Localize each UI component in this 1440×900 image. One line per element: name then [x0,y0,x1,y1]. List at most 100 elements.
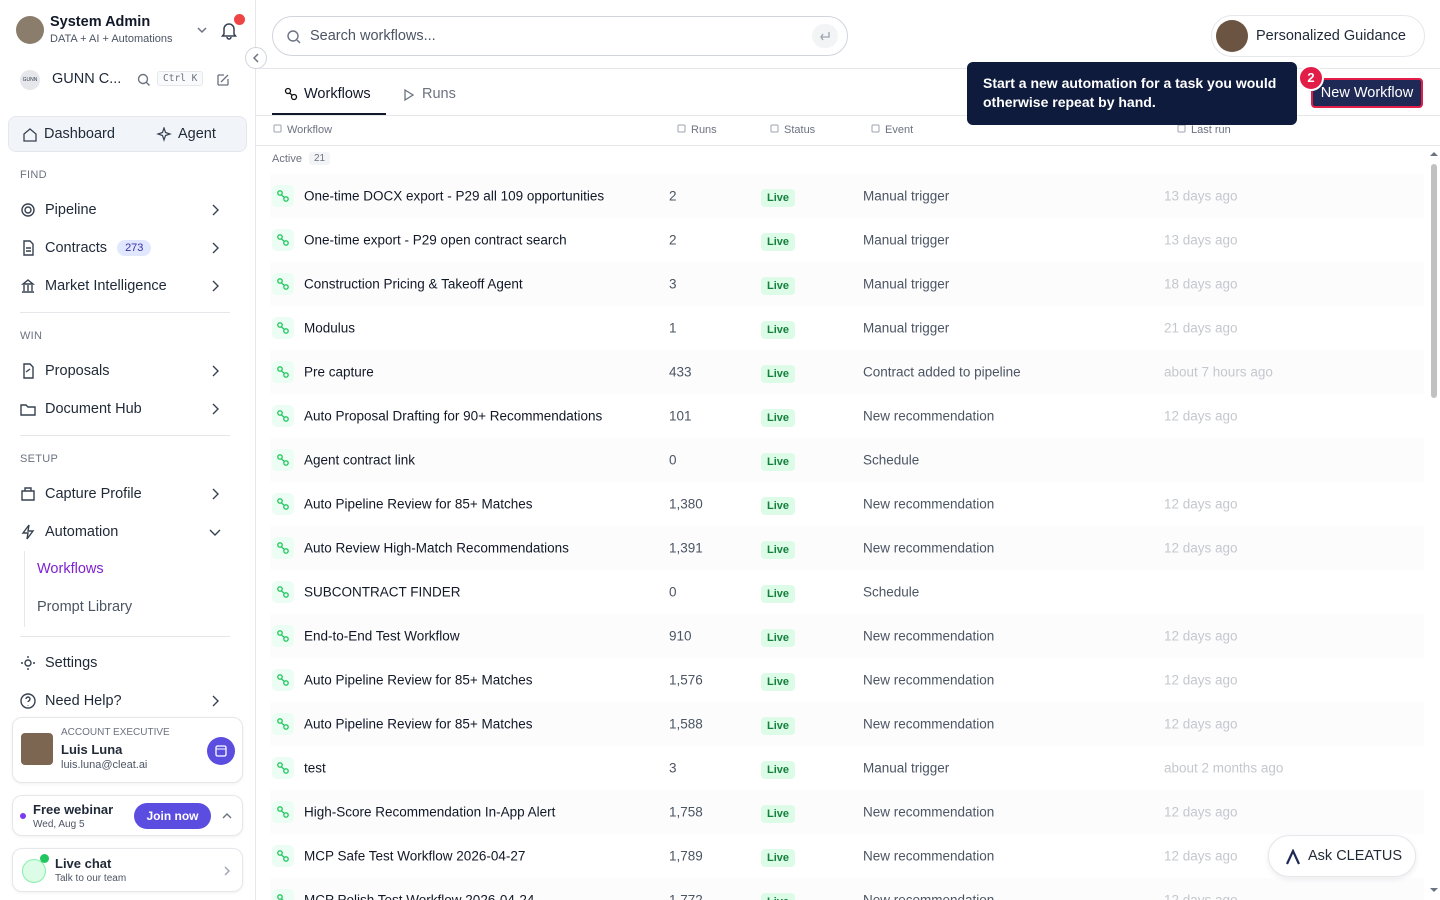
nav-item[interactable]: Automation [20,515,242,549]
nav-item[interactable]: Capture Profile [20,477,242,511]
column-header[interactable]: Workflow [272,123,332,137]
workflow-icon [272,757,294,779]
group-count: 21 [309,152,331,165]
workflow-name: One-time export - P29 open contract sear… [304,232,567,248]
workflow-row[interactable]: One-time export - P29 open contract sear… [270,218,1424,262]
dashboard-tab[interactable]: Dashboard [44,126,115,142]
nav-item[interactable]: Proposals [20,354,242,388]
header-row-divider [256,145,1440,146]
run-count: 3 [669,760,677,776]
compose[interactable] [215,72,231,88]
notifications[interactable] [220,20,238,40]
workflow-row[interactable]: High-Score Recommendation In-App Alert 1,… [270,790,1424,834]
event: New recommendation [863,540,995,556]
workflow-row[interactable]: Pre capture 433 Live Contract added to pipe… [270,350,1424,394]
event: New recommendation [863,496,995,512]
last-run: 13 days ago [1164,232,1238,248]
status-badge: Live [761,541,796,559]
workflow-row[interactable]: Auto Pipeline Review for 85+ Matches 1,58… [270,702,1424,746]
nav-item[interactable]: Market Intelligence [20,269,242,303]
workflow-name: One-time DOCX export - P29 all 109 oppor… [304,188,605,204]
workflow-row[interactable]: Modulus 1 Live Manual trigger 21 days ago [270,306,1424,350]
column-header[interactable]: Last run [1176,123,1231,137]
last-run: 12 days ago [1164,496,1238,512]
workflow-name: MCP Safe Test Workflow 2026-04-27 [304,848,526,864]
scroll-thumb[interactable] [1431,164,1437,398]
join-button[interactable]: Join now [134,803,211,829]
workflow-row[interactable]: One-time DOCX export - P29 all 109 oppor… [270,174,1424,218]
event: New recommendation [863,628,995,644]
workflow-row[interactable]: Auto Review High-Match Recommendations 1,… [270,526,1424,570]
event: New recommendation [863,408,995,424]
workflow-name: Auto Pipeline Review for 85+ Matches [304,496,533,512]
chat-card[interactable]: Live chat Talk to our team [12,848,243,892]
run-count: 2 [669,188,677,204]
search-box[interactable]: Search workflows... [272,16,848,56]
new-workflow-button[interactable]: New Workflow [1311,78,1423,108]
status-badge: Live [761,849,796,867]
workflow-icon [272,273,294,295]
workflow-row[interactable]: End-to-End Test Workflow 910 Live New recom… [270,614,1424,658]
event: Schedule [863,584,920,600]
nav-icon [20,240,45,256]
status-badge: Live [761,233,796,251]
nav-item[interactable]: Pipeline [20,193,242,227]
event: Schedule [863,452,920,468]
collapse-webinar[interactable] [221,810,233,822]
status-badge: Live [761,277,796,295]
nav-label: Contracts [45,240,108,256]
run-count: 1,576 [669,672,703,688]
status-badge: Live [761,673,796,691]
last-run: about 2 months ago [1164,760,1284,776]
main: Search workflows... Personalized Guidanc… [256,0,1440,900]
schedule-button[interactable] [207,737,235,765]
workflow-row[interactable]: Auto Pipeline Review for 85+ Matches 1,57… [270,658,1424,702]
event: New recommendation [863,672,995,688]
workflow-name: Auto Review High-Match Recommendations [304,540,569,556]
active-tab-indicator [272,113,386,115]
nav-badge: 273 [117,240,152,256]
user-menu[interactable] [196,25,208,35]
workflow-row[interactable]: SUBCONTRACT FINDER 0 Live Schedule [270,570,1424,614]
dashboard-icon [23,128,37,142]
account-card: ACCOUNT EXECUTIVE Luis Luna luis.luna@cl… [12,717,243,783]
org-name[interactable]: GUNN C... [52,71,122,87]
column-header[interactable]: Event [870,123,913,137]
workflow-row[interactable]: test 3 Live Manual trigger about 2 months ag… [270,746,1424,790]
event: Contract added to pipeline [863,364,1021,380]
status-badge: Live [761,761,796,779]
subnav-item[interactable]: Workflows [37,561,104,577]
subnav-item[interactable]: Prompt Library [37,599,133,615]
workflow-row[interactable]: Construction Pricing & Takeoff Agent 3 Liv… [270,262,1424,306]
workflow-row[interactable]: MCP Safe Test Workflow 2026-04-27 1,789 Li… [270,834,1424,878]
status-badge: Live [761,893,796,900]
guidance-button[interactable]: Personalized Guidance [1211,15,1425,57]
workflow-row[interactable]: Agent contract link 0 Live Schedule [270,438,1424,482]
nav-item[interactable]: Need Help? [20,684,242,718]
nav-item[interactable]: Document Hub [20,392,242,426]
column-header[interactable]: Runs [676,123,717,137]
user-subtitle: DATA + AI + Automations [50,33,173,45]
rep-email[interactable]: luis.luna@cleat.ai [61,759,148,771]
nav-item[interactable]: Settings [20,646,242,680]
workflow-row[interactable]: Auto Pipeline Review for 85+ Matches 1,38… [270,482,1424,526]
workflows-tab[interactable]: Workflows [304,86,371,102]
run-count: 1,380 [669,496,703,512]
collapse-sidebar[interactable] [245,47,267,69]
scrollbar[interactable] [1428,150,1440,900]
column-header[interactable]: Status [769,123,815,137]
chat-subtitle: Talk to our team [55,873,127,884]
workflow-icon [272,537,294,559]
workflow-name: Pre capture [304,364,374,380]
run-count: 3 [669,276,677,292]
agent-tab[interactable]: Agent [178,126,216,142]
run-count: 0 [669,452,677,468]
runs-tab[interactable]: Runs [422,86,456,102]
nav-item[interactable]: Contracts 273 [20,231,242,265]
workflow-name: Modulus [304,320,356,336]
workflow-row[interactable]: Auto Proposal Drafting for 90+ Recommend… [270,394,1424,438]
ask-assistant[interactable]: Ask CLEATUS [1268,835,1416,877]
workflow-row[interactable]: MCP Polish Test Workflow 2026-04-24 1,772… [270,878,1424,900]
search-icon[interactable] [137,73,151,87]
chat-icon [22,859,46,883]
